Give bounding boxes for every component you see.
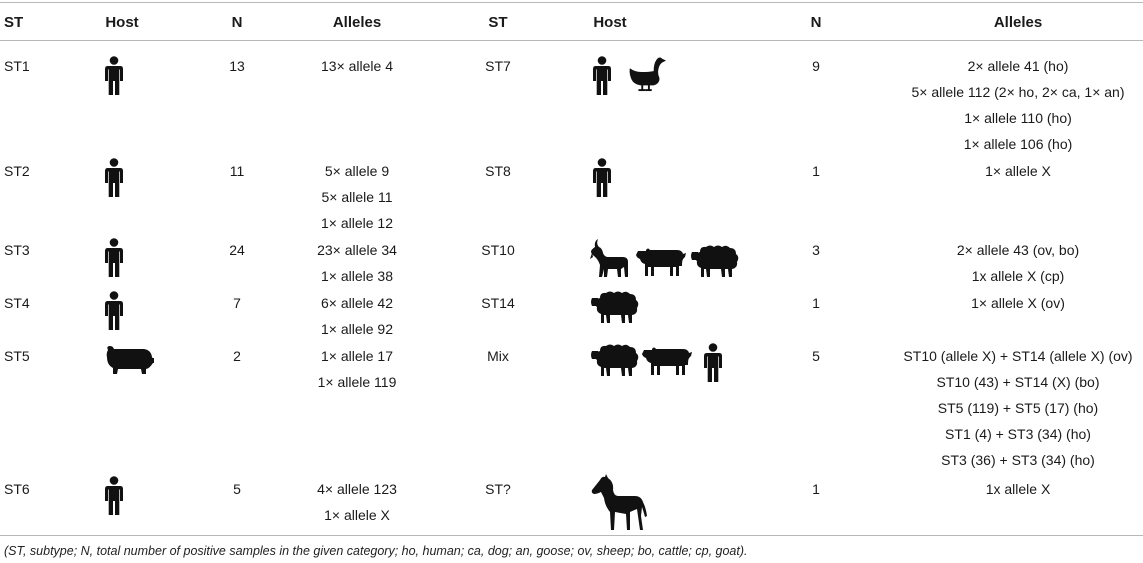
allele-line: 5× allele 11 xyxy=(321,189,393,205)
allele-line: 1x allele X xyxy=(985,481,1051,497)
allele-line: 1x allele X (cp) xyxy=(971,268,1065,284)
allele-line: 23× allele 34 xyxy=(317,242,397,258)
header-st-1: ST xyxy=(4,14,24,31)
allele-line: 5× allele 112 (2× ho, 2× ca, 1× an) xyxy=(911,84,1125,100)
header-alleles-1: Alleles xyxy=(332,14,382,31)
allele-line: 1× allele X xyxy=(985,163,1051,179)
bottom-rule xyxy=(0,535,1143,536)
sheep-icon xyxy=(590,343,640,377)
allele-line: 1× allele X xyxy=(324,507,390,523)
allele-line: 6× allele 42 xyxy=(320,295,394,311)
sheep-icon xyxy=(590,290,640,324)
st-cell: ST7 xyxy=(485,58,511,74)
header-alleles-2: Alleles xyxy=(993,14,1043,31)
top-rule xyxy=(0,2,1143,3)
n-cell: 7 xyxy=(233,295,241,311)
st-cell: ST1 xyxy=(4,58,30,74)
st-cell: ST10 xyxy=(481,242,515,258)
header-rule xyxy=(0,40,1143,41)
st-cell: ST? xyxy=(485,481,511,497)
pig-icon xyxy=(104,345,154,375)
header-n-2: N xyxy=(810,14,822,31)
human-icon xyxy=(104,238,124,278)
cattle-icon xyxy=(636,247,686,277)
n-cell: 13 xyxy=(229,58,245,74)
allele-line: 1× allele 106 (ho) xyxy=(963,136,1073,152)
allele-line: 1× allele 119 xyxy=(317,374,397,390)
allele-line: 1× allele 17 xyxy=(320,348,394,364)
allele-line: 1× allele X (ov) xyxy=(971,295,1065,311)
goose-icon xyxy=(628,54,666,92)
st-cell: ST6 xyxy=(4,481,30,497)
horse-icon xyxy=(588,472,648,532)
allele-line: 1× allele 12 xyxy=(320,215,394,231)
st-cell: Mix xyxy=(487,348,509,364)
header-st-2: ST xyxy=(488,14,508,31)
st-cell: ST4 xyxy=(4,295,30,311)
n-cell: 3 xyxy=(812,242,820,258)
n-cell: 1 xyxy=(812,481,820,497)
human-icon xyxy=(104,158,124,198)
n-cell: 5 xyxy=(233,481,241,497)
header-host-2: Host xyxy=(593,14,627,31)
allele-line: ST5 (119) + ST5 (17) (ho) xyxy=(937,400,1099,416)
allele-line: 1× allele 92 xyxy=(320,321,394,337)
st-cell: ST2 xyxy=(4,163,30,179)
goat-icon xyxy=(590,239,630,279)
allele-line: 2× allele 43 (ov, bo) xyxy=(956,242,1080,258)
allele-line: ST3 (36) + ST3 (34) (ho) xyxy=(941,452,1095,468)
human-icon xyxy=(104,476,124,516)
human-icon xyxy=(703,343,723,383)
st-cell: ST14 xyxy=(481,295,515,311)
allele-line: 5× allele 9 xyxy=(324,163,390,179)
human-icon xyxy=(592,158,612,198)
human-icon xyxy=(104,56,124,96)
cattle-icon xyxy=(642,346,692,376)
n-cell: 1 xyxy=(812,163,820,179)
n-cell: 11 xyxy=(229,163,245,179)
st-cell: ST8 xyxy=(485,163,511,179)
header-n-1: N xyxy=(231,14,243,31)
st-cell: ST5 xyxy=(4,348,30,364)
st-cell: ST3 xyxy=(4,242,30,258)
allele-line: ST1 (4) + ST3 (34) (ho) xyxy=(945,426,1091,442)
allele-line: 4× allele 123 xyxy=(317,481,397,497)
n-cell: 5 xyxy=(812,348,820,364)
table-footnote: (ST, subtype; N, total number of positiv… xyxy=(4,544,748,558)
n-cell: 2 xyxy=(233,348,241,364)
allele-line: 1× allele 38 xyxy=(320,268,394,284)
sheep-icon xyxy=(690,244,740,278)
header-host-1: Host xyxy=(105,14,139,31)
allele-line: ST10 (43) + ST14 (X) (bo) xyxy=(936,374,1100,390)
allele-line: 1× allele 110 (ho) xyxy=(964,110,1072,126)
allele-line: 2× allele 41 (ho) xyxy=(967,58,1069,74)
human-icon xyxy=(104,291,124,331)
n-cell: 9 xyxy=(812,58,820,74)
allele-line: 13× allele 4 xyxy=(320,58,394,74)
human-icon xyxy=(592,56,612,96)
n-cell: 1 xyxy=(812,295,820,311)
n-cell: 24 xyxy=(229,242,245,258)
allele-line: ST10 (allele X) + ST14 (allele X) (ov) xyxy=(903,348,1133,364)
